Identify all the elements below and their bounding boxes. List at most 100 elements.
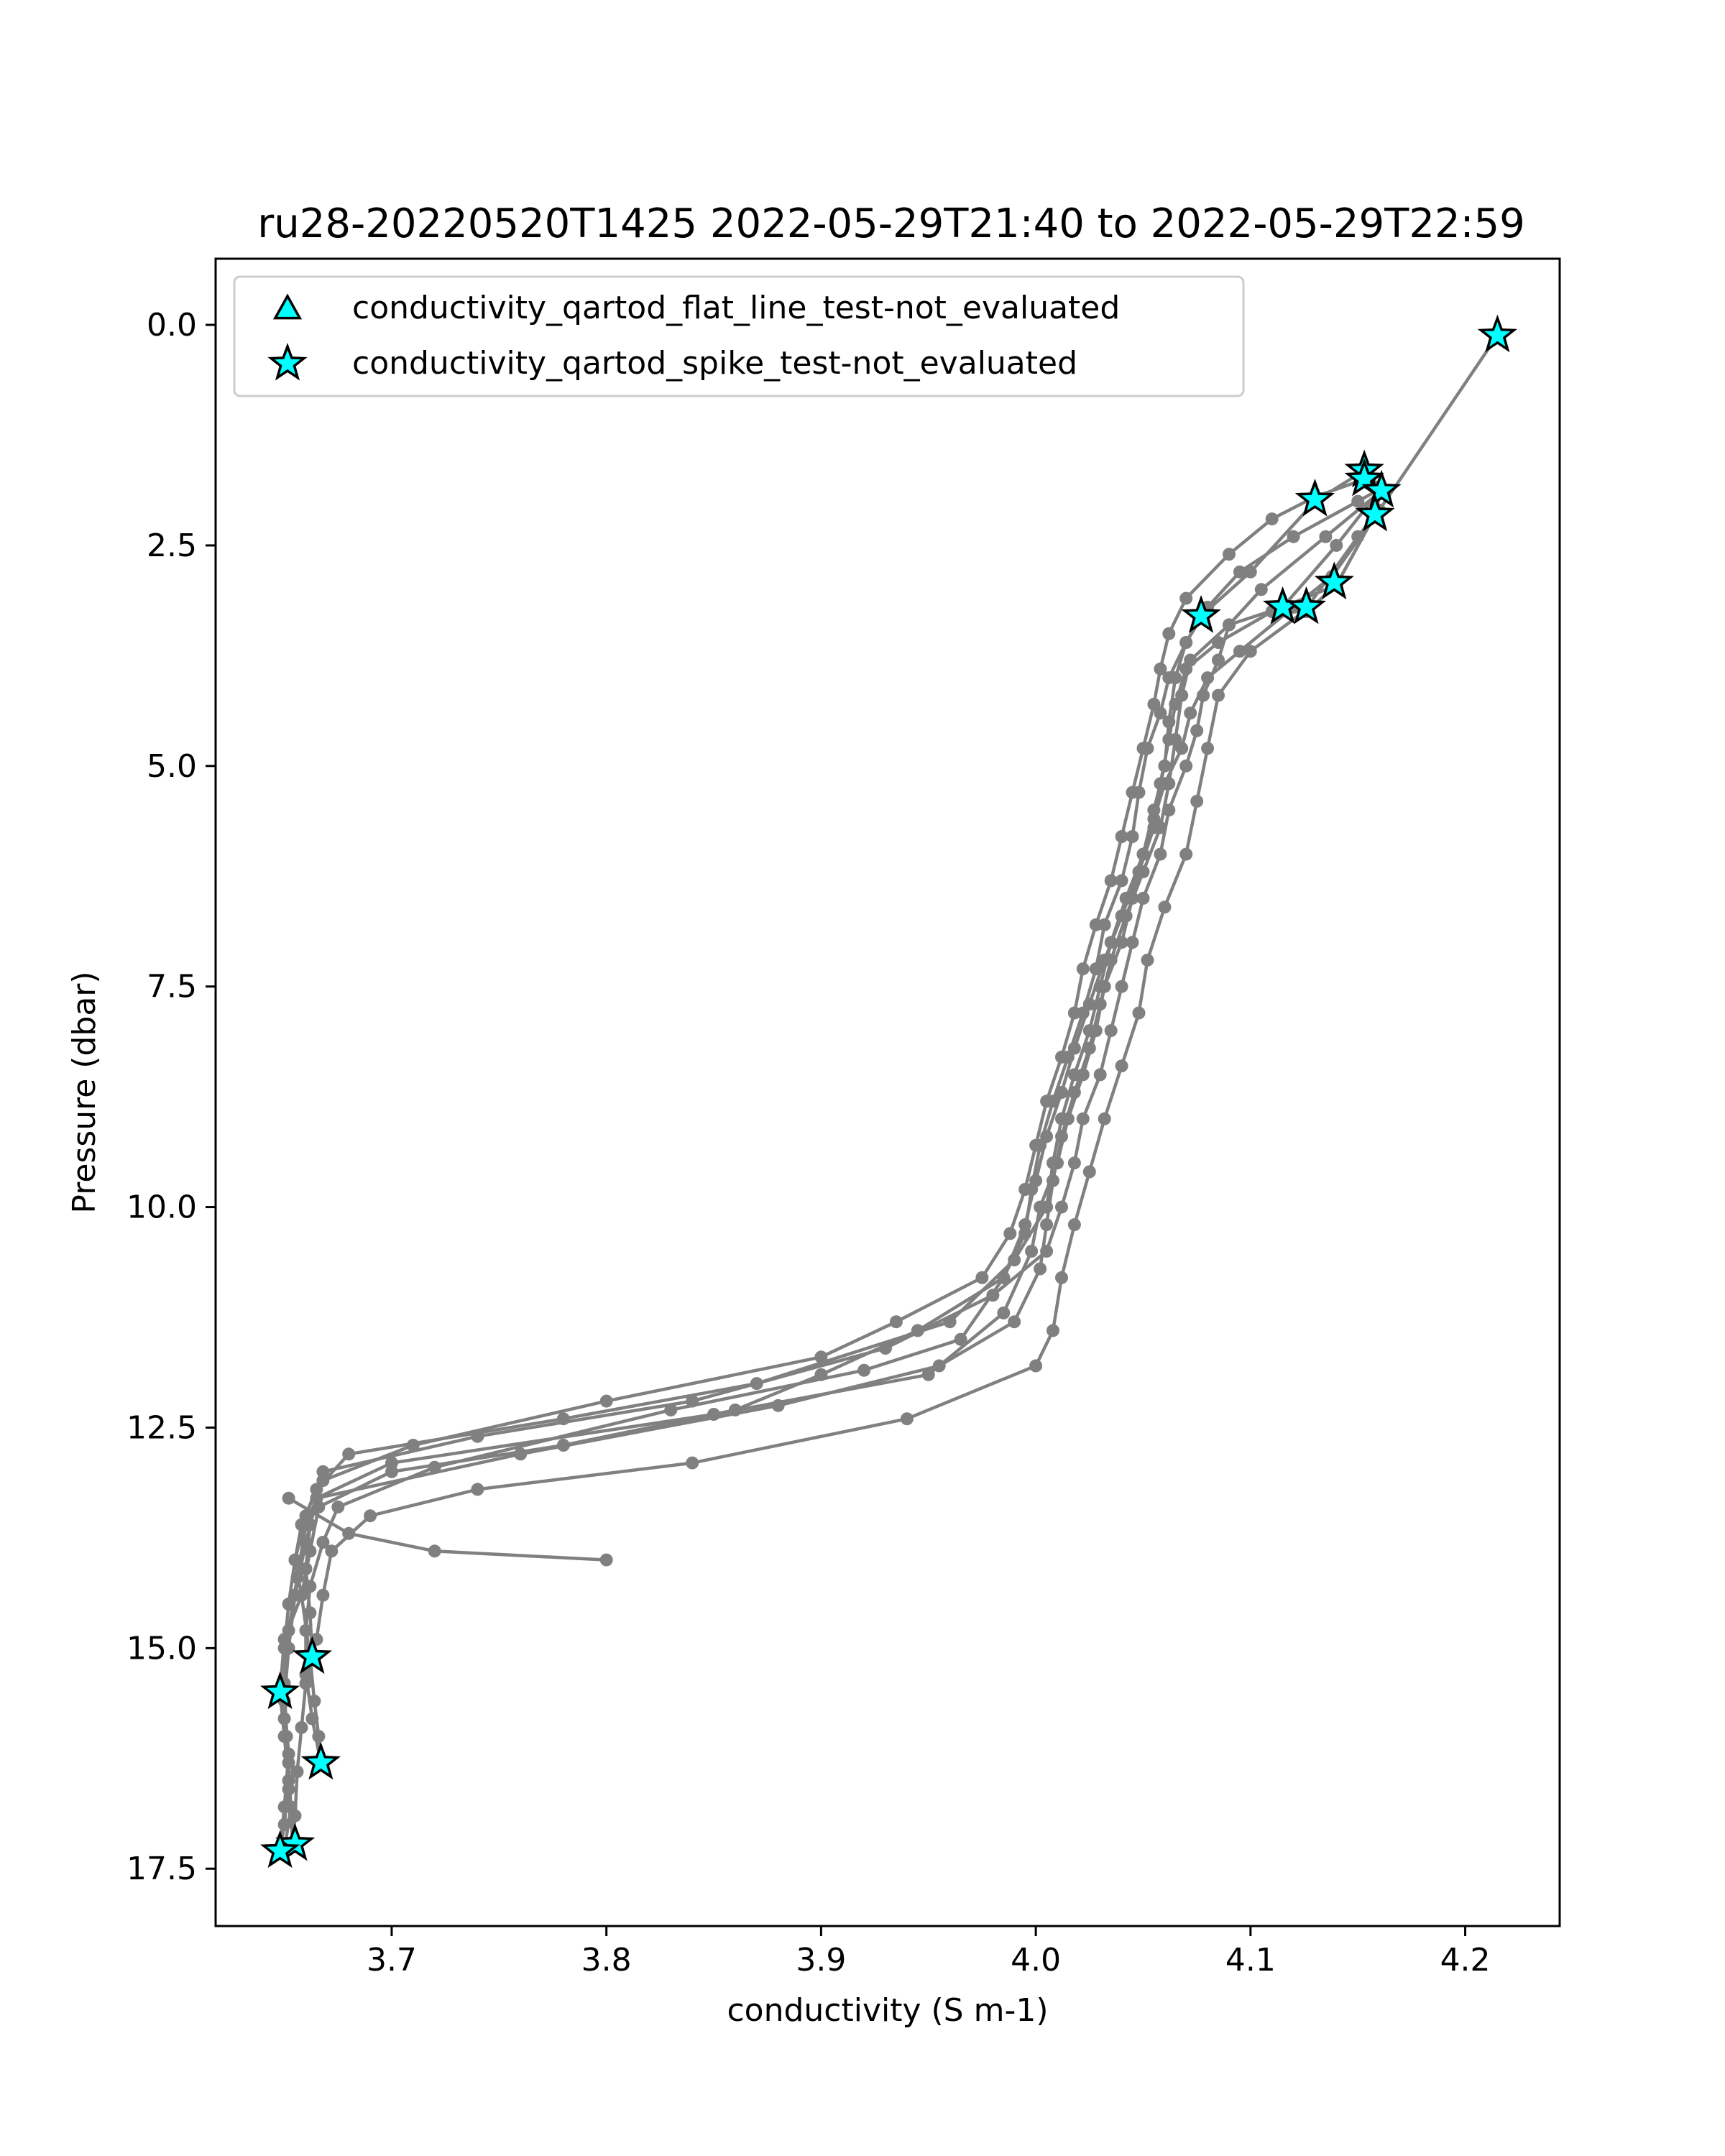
data-point xyxy=(911,1324,924,1337)
data-point xyxy=(342,1447,356,1461)
data-point xyxy=(1115,874,1128,888)
data-point xyxy=(305,1712,319,1726)
x-tick-label: 3.7 xyxy=(367,1942,417,1978)
data-point xyxy=(342,1526,356,1540)
legend-label-flat-line: conductivity_qartod_flat_line_test-not_e… xyxy=(352,290,1120,326)
data-point xyxy=(814,1350,828,1364)
data-point xyxy=(1175,688,1189,702)
data-point xyxy=(1132,1006,1146,1020)
data-point xyxy=(1093,1068,1107,1082)
data-point xyxy=(1089,918,1103,931)
profile-line xyxy=(304,513,1377,1764)
y-tick-label: 17.5 xyxy=(126,1851,197,1887)
spike-test-star-marker xyxy=(1355,493,1395,532)
x-axis-label: conductivity (S m-1) xyxy=(727,1992,1048,2029)
data-point xyxy=(1034,1200,1047,1214)
data-point xyxy=(1190,794,1204,808)
y-tick-label: 2.5 xyxy=(147,528,197,564)
data-point xyxy=(1067,1156,1081,1170)
spike-test-star-marker xyxy=(1181,595,1221,633)
data-point xyxy=(1201,742,1215,755)
data-point xyxy=(1154,821,1167,834)
data-point xyxy=(1162,777,1176,791)
legend-star-icon xyxy=(267,342,308,381)
data-point xyxy=(1003,1227,1017,1240)
data-point xyxy=(1115,830,1128,843)
x-tick-label: 3.8 xyxy=(581,1942,632,1978)
y-axis-label: Pressure (dbar) xyxy=(66,971,103,1213)
profile-series xyxy=(299,472,1371,1664)
data-point xyxy=(316,1536,330,1549)
data-point xyxy=(1243,645,1257,658)
data-point xyxy=(331,1500,345,1514)
data-point xyxy=(316,1465,330,1478)
data-point xyxy=(1154,706,1167,720)
y-tick-label: 15.0 xyxy=(126,1630,197,1667)
data-point xyxy=(1136,891,1150,905)
spike-test-star-marker xyxy=(260,1830,300,1869)
data-point xyxy=(1147,697,1161,711)
profile-line xyxy=(278,334,1499,1852)
data-point xyxy=(316,1474,330,1488)
legend-triangle-icon xyxy=(272,293,303,320)
data-point xyxy=(1025,1245,1039,1258)
data-point xyxy=(1287,530,1300,543)
profile-line xyxy=(288,1496,607,1562)
data-point xyxy=(1067,1006,1081,1020)
data-point xyxy=(1233,645,1246,658)
data-point xyxy=(1029,1138,1043,1152)
spike-test-star-marker xyxy=(1286,586,1327,625)
data-point xyxy=(889,1315,903,1329)
plot-area xyxy=(260,314,1517,1869)
data-point xyxy=(1076,962,1090,976)
data-point xyxy=(975,1271,989,1284)
data-point xyxy=(1319,530,1333,543)
profile-series xyxy=(277,482,1389,1849)
data-point xyxy=(1169,733,1182,746)
data-point xyxy=(1154,662,1167,676)
data-point xyxy=(295,1588,308,1602)
spike-test-star-marker xyxy=(1294,479,1335,517)
data-point xyxy=(1190,724,1204,737)
data-point xyxy=(1141,953,1154,967)
data-point xyxy=(1055,1200,1068,1214)
data-point xyxy=(1162,627,1176,640)
data-point xyxy=(1115,1059,1128,1073)
data-point xyxy=(664,1403,678,1416)
spike-test-star-marker xyxy=(260,1671,300,1710)
data-point xyxy=(1126,936,1139,949)
data-point xyxy=(900,1412,914,1426)
data-point xyxy=(325,1544,339,1558)
data-point xyxy=(1119,909,1133,923)
data-point xyxy=(686,1456,699,1470)
data-point xyxy=(282,1491,295,1505)
data-point xyxy=(471,1483,484,1496)
y-tick-label: 0.0 xyxy=(147,307,197,344)
data-point xyxy=(997,1271,1011,1284)
data-point xyxy=(1179,591,1193,605)
legend-star-marker xyxy=(267,342,308,381)
data-point xyxy=(599,1394,613,1408)
data-point xyxy=(282,1756,295,1769)
data-point xyxy=(299,1677,313,1690)
data-point xyxy=(1089,962,1103,976)
legend: conductivity_qartod_flat_line_test-not_e… xyxy=(233,275,1245,397)
data-point xyxy=(1265,512,1279,526)
data-point xyxy=(303,1518,317,1531)
spike-test-star-marker xyxy=(1344,458,1384,497)
x-tick-label: 3.9 xyxy=(796,1942,846,1978)
data-point xyxy=(857,1363,871,1377)
data-point xyxy=(1098,1112,1111,1125)
data-point xyxy=(1158,900,1172,914)
data-point xyxy=(316,1588,330,1602)
spike-test-star-marker xyxy=(1314,561,1354,599)
data-point xyxy=(385,1465,398,1478)
data-point xyxy=(1126,830,1139,843)
legend-triangle-marker xyxy=(272,293,303,320)
data-point xyxy=(1212,688,1225,702)
data-point xyxy=(1154,847,1167,861)
profile-series xyxy=(273,328,1504,1858)
data-point xyxy=(1104,953,1118,967)
data-point xyxy=(1082,1041,1096,1055)
